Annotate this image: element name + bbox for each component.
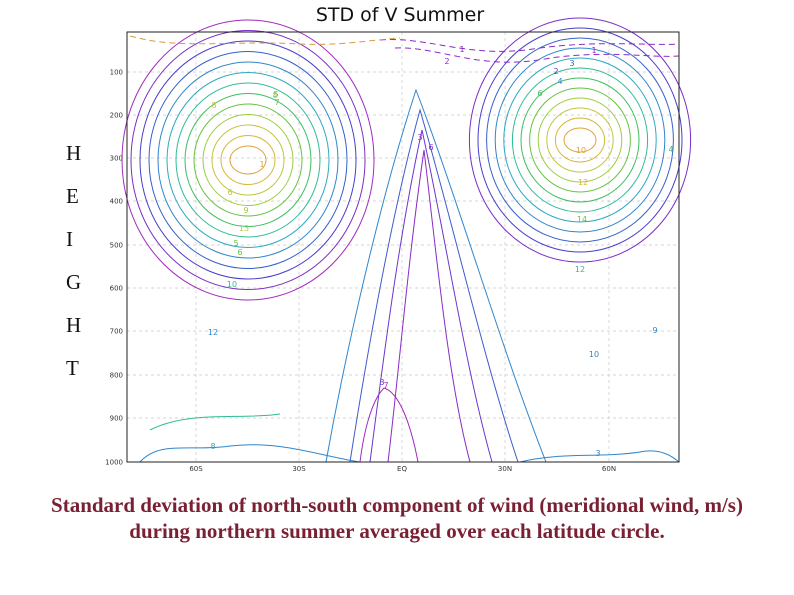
contour-line-north xyxy=(494,47,666,233)
contour-line-south xyxy=(121,19,375,301)
contour-line-north xyxy=(503,57,657,223)
contour-label: 12 xyxy=(578,178,588,187)
y-tick-label: 700 xyxy=(110,328,123,336)
x-tick-label: 60S xyxy=(189,465,203,473)
contour-label: 12 xyxy=(575,265,585,274)
x-tick-label: 30S xyxy=(292,465,306,473)
contour-line-lower xyxy=(519,450,680,463)
contour-line-upper xyxy=(379,39,680,52)
plot-frame xyxy=(126,31,680,463)
grid xyxy=(127,32,679,462)
contour-label: 14 xyxy=(577,215,587,224)
contour-label: 3 xyxy=(379,378,384,387)
contour-line-equator xyxy=(369,129,493,463)
y-tick-label: 600 xyxy=(110,285,123,293)
contour-line-north xyxy=(546,107,614,173)
contour-line-north xyxy=(477,27,683,253)
contour-line-lower xyxy=(149,413,281,431)
contour-label: 10 xyxy=(589,350,599,359)
y-tick-label: 1000 xyxy=(105,459,123,467)
contour-line-south xyxy=(148,51,348,269)
contour-line-south xyxy=(229,145,267,175)
contour-label: 3 xyxy=(417,133,422,142)
contour-label: 8 xyxy=(210,442,215,451)
y-tick-label: 100 xyxy=(110,69,123,77)
y-tick-label: 800 xyxy=(110,372,123,380)
contour-line-south xyxy=(157,61,339,259)
contour-line-south xyxy=(202,114,294,206)
contour-label: 1 xyxy=(591,46,596,55)
contour-label: 12 xyxy=(208,328,218,337)
contour-label: 6 xyxy=(537,89,542,98)
chart-title: STD of V Summer xyxy=(315,4,485,26)
contour-label: 3 xyxy=(595,449,600,458)
contour-line-south xyxy=(220,135,276,185)
contour-label: 2 xyxy=(444,57,449,66)
contour-line-south xyxy=(130,30,366,290)
y-tick-label: 500 xyxy=(110,242,123,250)
ylabel-letter: G xyxy=(66,270,82,294)
contour-label: 8 xyxy=(211,101,216,110)
contour-line-equator xyxy=(349,108,519,463)
contour-label: 7 xyxy=(274,98,279,107)
contour-line-north xyxy=(511,67,649,213)
contour-line-equator xyxy=(387,149,471,463)
contour-label: 4 xyxy=(557,77,562,86)
contour-lines xyxy=(121,17,692,463)
y-tick-label: 200 xyxy=(110,112,123,120)
contour-line-south xyxy=(193,103,303,217)
figure-caption: Standard deviation of north-south compon… xyxy=(51,493,743,543)
contour-label: 9 xyxy=(243,206,248,215)
contour-label: 1 xyxy=(259,160,264,169)
contour-line-north xyxy=(563,127,597,153)
contour-line-north xyxy=(537,97,623,183)
contour-line-south xyxy=(184,93,312,227)
y-tick-label: 300 xyxy=(110,155,123,163)
contour-label: 10 xyxy=(576,146,586,155)
contour-label: 10 xyxy=(227,280,237,289)
contour-label: 2 xyxy=(553,67,558,76)
contour-line-north xyxy=(520,77,640,203)
contour-label: 6 xyxy=(227,188,232,197)
ylabel-letter: E xyxy=(66,184,79,208)
contour-line-south xyxy=(139,40,357,280)
contour-label: 5 xyxy=(233,239,238,248)
contour-line-north xyxy=(554,117,606,163)
contour-line-equator xyxy=(325,88,547,463)
contour-label: 3 xyxy=(569,59,574,68)
x-tick-label: 60N xyxy=(602,465,616,473)
contour-line-upper xyxy=(129,35,401,45)
y-tick-label: 400 xyxy=(110,198,123,206)
contour-label: 7 xyxy=(383,381,388,390)
contour-label: 5 xyxy=(273,90,278,99)
contour-line-north xyxy=(529,87,631,193)
contour-label: 8 xyxy=(272,91,277,100)
contour-label: 4 xyxy=(668,145,673,154)
contour-line-north xyxy=(468,17,692,263)
x-tick-label: EQ xyxy=(397,465,407,473)
axis-ticks: 60S 30S EQ 30N 60N 100 200 300 400 500 600 700 800 90… xyxy=(105,69,616,474)
y-tick-label: 900 xyxy=(110,415,123,423)
contour-line-south xyxy=(211,124,285,196)
ylabel-letter: I xyxy=(66,227,73,251)
contour-line-equator xyxy=(359,387,419,463)
contour-label: 9 xyxy=(652,326,657,335)
contour-label: 6 xyxy=(237,248,242,257)
contour-line-south xyxy=(166,72,330,248)
contour-line-upper xyxy=(394,47,680,63)
ylabel-letter: H xyxy=(66,313,82,337)
contour-line-lower xyxy=(139,444,361,463)
contour-label: 6 xyxy=(428,143,433,152)
x-tick-label: 30N xyxy=(498,465,512,473)
ylabel-letter: H xyxy=(66,141,82,165)
ylabel-letter: T xyxy=(66,356,79,380)
contour-label: 13 xyxy=(239,224,249,233)
contour-line-north xyxy=(486,37,674,243)
contour-line-south xyxy=(175,82,321,238)
contour-label: 1 xyxy=(459,45,464,54)
